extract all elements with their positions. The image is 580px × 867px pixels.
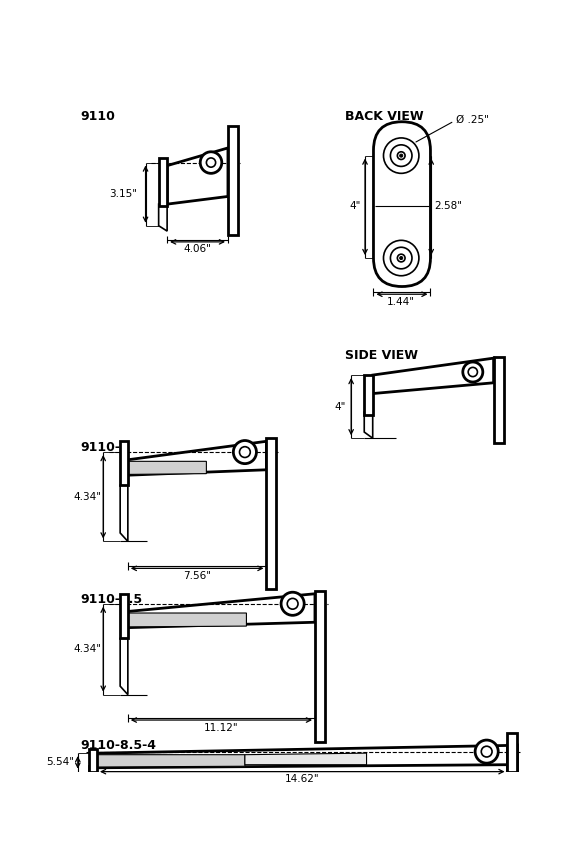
Bar: [120, 440, 128, 486]
Circle shape: [281, 592, 304, 616]
Text: 14.62": 14.62": [285, 774, 319, 785]
Circle shape: [390, 247, 412, 269]
Text: 7.56": 7.56": [183, 571, 211, 581]
Bar: [364, 375, 373, 415]
Polygon shape: [245, 753, 367, 765]
Bar: [120, 594, 128, 638]
Text: Ø .25": Ø .25": [456, 114, 489, 125]
Circle shape: [468, 368, 477, 376]
Circle shape: [475, 740, 498, 763]
Polygon shape: [128, 461, 206, 474]
Polygon shape: [128, 594, 315, 628]
Circle shape: [383, 138, 419, 173]
Circle shape: [200, 152, 222, 173]
Text: 4.06": 4.06": [183, 244, 211, 254]
Circle shape: [206, 158, 216, 167]
Text: 2.58": 2.58": [434, 201, 462, 212]
Text: 1.44": 1.44": [387, 297, 415, 307]
Circle shape: [397, 254, 405, 262]
Text: 4": 4": [349, 201, 361, 212]
Text: 9110-8.5: 9110-8.5: [80, 593, 142, 606]
Text: 9110: 9110: [80, 110, 115, 123]
Bar: [159, 158, 167, 205]
Circle shape: [463, 362, 483, 382]
Circle shape: [383, 240, 419, 276]
Text: 9110-8.5-4: 9110-8.5-4: [80, 740, 156, 753]
Text: 3.15": 3.15": [109, 189, 137, 199]
Text: BACK VIEW: BACK VIEW: [345, 110, 423, 123]
Polygon shape: [128, 441, 266, 475]
Polygon shape: [89, 766, 97, 772]
Text: 4.34": 4.34": [73, 644, 101, 655]
Text: 4": 4": [335, 401, 346, 412]
Bar: [89, 748, 97, 772]
Text: 4.34": 4.34": [73, 492, 101, 502]
Circle shape: [397, 152, 405, 160]
Polygon shape: [373, 358, 494, 394]
Polygon shape: [120, 638, 128, 694]
Bar: [494, 356, 503, 443]
Polygon shape: [120, 486, 128, 541]
Circle shape: [287, 598, 298, 610]
Text: 5.54": 5.54": [46, 758, 74, 767]
Text: 9110-4: 9110-4: [80, 441, 129, 454]
Polygon shape: [167, 148, 228, 204]
Bar: [508, 733, 517, 772]
Circle shape: [400, 257, 403, 259]
Circle shape: [240, 447, 251, 458]
Circle shape: [390, 145, 412, 166]
Text: SIDE VIEW: SIDE VIEW: [345, 349, 418, 362]
Polygon shape: [128, 613, 246, 627]
Bar: [315, 590, 325, 741]
Polygon shape: [97, 754, 245, 767]
FancyBboxPatch shape: [374, 121, 430, 286]
Bar: [266, 438, 277, 590]
Polygon shape: [364, 412, 373, 438]
Circle shape: [233, 440, 256, 464]
Circle shape: [481, 746, 492, 757]
Polygon shape: [159, 204, 167, 231]
Polygon shape: [97, 746, 508, 768]
Text: 11.12": 11.12": [204, 723, 238, 733]
Bar: [228, 126, 238, 235]
Circle shape: [400, 154, 403, 157]
